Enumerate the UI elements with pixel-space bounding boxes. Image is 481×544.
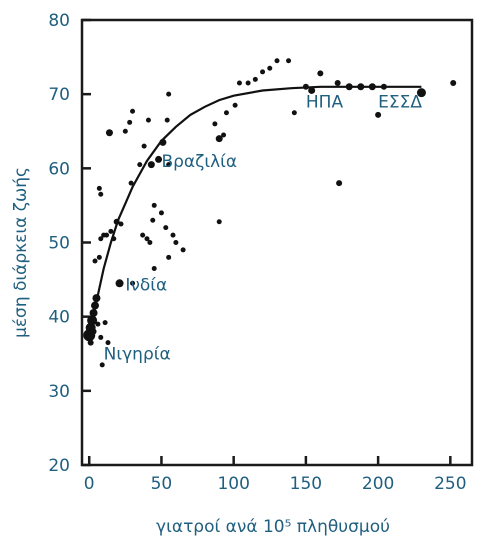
x-axis-ticks: 0 50 100 150 200 250 bbox=[84, 456, 467, 494]
data-point bbox=[158, 210, 164, 216]
data-point bbox=[416, 88, 426, 98]
data-point bbox=[166, 162, 172, 168]
y-axis-ticks: 20 30 40 50 60 70 80 bbox=[48, 11, 91, 476]
data-point bbox=[137, 162, 143, 168]
x-tick-label: 50 bbox=[151, 474, 173, 494]
data-point bbox=[308, 86, 316, 94]
data-point bbox=[336, 180, 343, 187]
country-label: ΗΠΑ bbox=[306, 93, 344, 113]
data-point bbox=[105, 129, 113, 137]
country-label: Βραζιλία bbox=[161, 152, 237, 172]
data-point bbox=[108, 228, 114, 234]
y-tick-label: 20 bbox=[48, 456, 70, 476]
data-point bbox=[252, 76, 258, 82]
x-tick-label: 150 bbox=[290, 474, 322, 494]
data-point bbox=[317, 70, 324, 77]
data-point bbox=[118, 221, 124, 227]
data-point bbox=[144, 236, 150, 242]
x-tick-label: 0 bbox=[84, 474, 95, 494]
x-tick-label: 250 bbox=[434, 474, 466, 494]
data-point bbox=[98, 236, 104, 242]
data-point bbox=[130, 108, 136, 114]
data-point bbox=[127, 119, 133, 125]
data-point bbox=[151, 265, 157, 271]
data-point bbox=[267, 65, 273, 71]
data-point bbox=[147, 240, 153, 245]
data-point bbox=[216, 219, 222, 225]
data-point bbox=[212, 121, 218, 127]
data-point bbox=[141, 143, 147, 149]
data-point bbox=[163, 225, 169, 231]
country-annotations: Νιγηρία Ινδία Βραζιλία ΗΠΑ ΕΣΣΔ bbox=[104, 93, 423, 365]
data-point bbox=[98, 334, 104, 340]
data-point bbox=[450, 80, 457, 87]
data-point bbox=[245, 80, 251, 86]
data-point bbox=[232, 102, 238, 108]
data-point bbox=[122, 128, 128, 134]
data-point bbox=[87, 339, 94, 346]
data-point bbox=[375, 111, 382, 118]
data-point bbox=[130, 280, 136, 286]
data-point bbox=[334, 80, 341, 87]
country-label: Ινδία bbox=[125, 276, 167, 296]
y-axis-title: μέση διάρκεια ζωής bbox=[11, 167, 31, 338]
data-point bbox=[223, 110, 229, 116]
data-point bbox=[166, 254, 172, 260]
data-point bbox=[155, 155, 163, 163]
data-point bbox=[170, 232, 176, 238]
y-tick-label: 40 bbox=[48, 308, 70, 328]
x-axis-title: γιατροί ανά 10⁵ πληθυσμού bbox=[156, 517, 390, 537]
data-point bbox=[104, 232, 110, 238]
data-point bbox=[115, 279, 124, 288]
data-point bbox=[150, 217, 156, 223]
data-point bbox=[96, 254, 102, 260]
trend-line-group bbox=[88, 85, 422, 336]
data-point bbox=[96, 185, 102, 191]
data-point bbox=[236, 80, 242, 86]
data-point bbox=[92, 258, 98, 264]
data-point bbox=[140, 232, 146, 238]
data-point bbox=[164, 117, 170, 123]
data-point bbox=[180, 247, 186, 253]
data-point bbox=[215, 135, 223, 143]
y-tick-label: 50 bbox=[48, 234, 70, 254]
data-point bbox=[145, 117, 151, 123]
data-point bbox=[147, 161, 155, 169]
data-point bbox=[286, 58, 292, 64]
data-point bbox=[166, 91, 172, 97]
data-point bbox=[151, 202, 157, 208]
y-tick-label: 80 bbox=[48, 11, 70, 31]
data-point bbox=[105, 340, 111, 346]
data-point bbox=[98, 191, 104, 197]
data-point bbox=[99, 362, 105, 368]
country-label: ΕΣΣΔ bbox=[378, 93, 422, 113]
data-point bbox=[95, 321, 101, 327]
data-point bbox=[90, 328, 97, 335]
data-point bbox=[221, 132, 227, 138]
data-point bbox=[128, 180, 134, 186]
data-point bbox=[274, 58, 280, 64]
data-point bbox=[173, 240, 179, 245]
x-tick-label: 200 bbox=[362, 474, 394, 494]
data-point bbox=[291, 110, 297, 116]
data-point bbox=[260, 69, 266, 75]
y-tick-label: 70 bbox=[48, 85, 70, 105]
country-label: Νιγηρία bbox=[104, 345, 171, 365]
y-tick-label: 60 bbox=[48, 159, 70, 179]
x-tick-label: 100 bbox=[217, 474, 249, 494]
data-point bbox=[102, 320, 108, 326]
y-tick-label: 30 bbox=[48, 382, 70, 402]
trend-line bbox=[88, 85, 422, 336]
